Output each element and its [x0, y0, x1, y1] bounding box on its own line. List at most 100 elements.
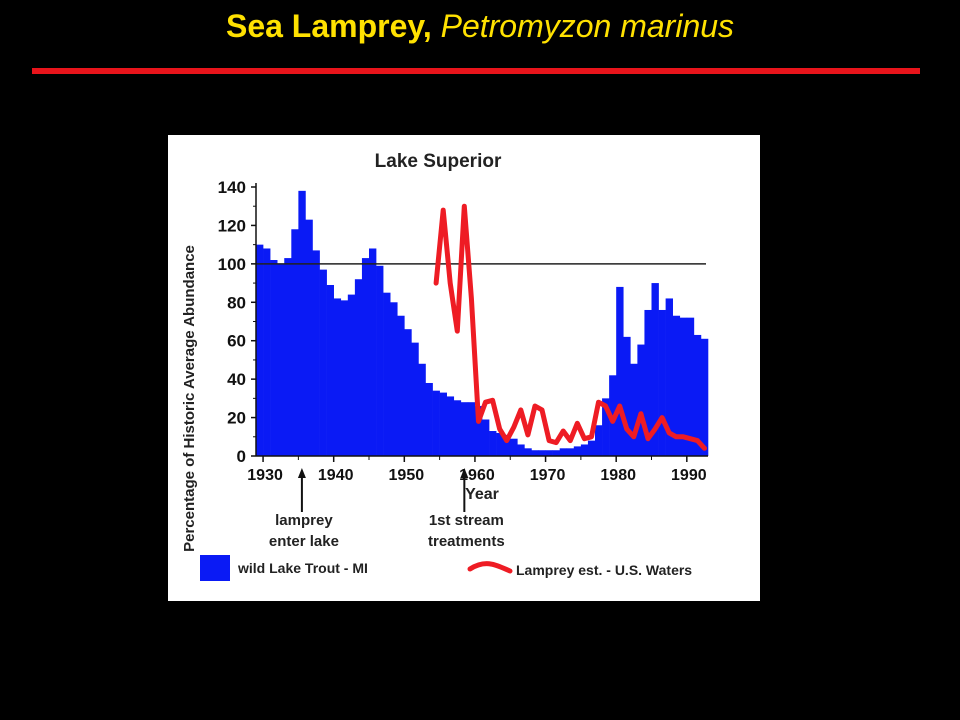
trout-bar [602, 398, 610, 456]
trout-bar [263, 248, 271, 456]
trout-bar [623, 336, 631, 456]
y-tick-label: 120 [218, 216, 246, 235]
trout-bar [595, 425, 603, 456]
axes [251, 183, 708, 512]
y-tick-label: 40 [227, 370, 246, 389]
trout-bar [383, 292, 391, 456]
trout-bar [482, 419, 490, 456]
x-tick-label: 1950 [389, 467, 425, 484]
legend-label-lamprey: Lamprey est. - U.S. Waters [516, 562, 692, 578]
chart-title: Lake Superior [375, 151, 502, 172]
legend-label-trout: wild Lake Trout - MI [237, 560, 368, 576]
chart-figure: 0 20 40 60 80 100 120 140 1930 1940 1950 1960 1970 19… [168, 135, 760, 601]
legend-swatch-lamprey [467, 561, 513, 574]
trout-bar [700, 338, 709, 456]
annotation-label: lamprey [275, 512, 333, 529]
trout-bar [411, 342, 419, 456]
trout-bars [200, 190, 709, 581]
trout-bar [390, 302, 398, 456]
trout-bar [545, 450, 553, 456]
trout-bar [510, 438, 518, 456]
annotation-arrow-head [297, 468, 306, 478]
trout-bar [453, 400, 462, 456]
trout-bar [439, 392, 447, 456]
trout-bar [489, 431, 497, 456]
title-underline [32, 68, 920, 74]
trout-bar [637, 344, 645, 456]
y-tick-label: 60 [227, 332, 246, 351]
x-tick-label: 1960 [459, 467, 495, 484]
trout-bar [404, 329, 412, 456]
trout-bar [326, 284, 334, 456]
trout-bar [693, 334, 702, 456]
trout-bar [256, 244, 264, 456]
trout-bar [369, 248, 377, 456]
y-tick-label: 80 [227, 293, 246, 312]
title-species-name: Petromyzon marinus [440, 8, 735, 44]
legend-swatch-trout [200, 555, 230, 581]
annotation-label: 1st stream [429, 512, 504, 529]
y-tick-label: 0 [237, 447, 246, 466]
lake-superior-chart: 0 20 40 60 80 100 120 140 1930 1940 1950 1960 1970 19… [181, 151, 709, 581]
trout-bar [616, 286, 624, 456]
trout-bar [347, 294, 356, 456]
trout-bar [503, 434, 511, 456]
trout-bar [474, 406, 483, 456]
trout-bar [340, 300, 349, 456]
trout-bar [270, 260, 278, 456]
trout-bar [460, 402, 469, 456]
trout-bar [679, 317, 688, 456]
lamprey-line-group [433, 203, 707, 574]
trout-bar [517, 444, 525, 456]
trout-bar [496, 432, 504, 456]
annotation-arrow-head [460, 468, 469, 478]
x-tick-label: 1990 [671, 467, 707, 484]
trout-bar [284, 258, 292, 456]
x-tick-label: 1930 [247, 467, 283, 484]
trout-bar [397, 315, 405, 456]
y-axis-label: Percentage of Historic Average Abundance [181, 245, 198, 552]
trout-bar [552, 450, 560, 456]
y-tick-label: 100 [218, 255, 246, 274]
trout-bar [672, 315, 681, 456]
chart-labels: 0 20 40 60 80 100 120 140 1930 1940 1950 1960 1970 19… [181, 151, 707, 578]
trout-bar [298, 190, 306, 456]
trout-bar [587, 440, 596, 456]
trout-bar [658, 309, 666, 456]
trout-bar [573, 446, 582, 456]
trout-bar [538, 450, 546, 456]
trout-bar [354, 279, 363, 456]
trout-bar [580, 444, 589, 456]
x-axis-label: Year [465, 486, 499, 503]
trout-bar [432, 390, 440, 456]
trout-bar [630, 363, 638, 456]
trout-bar [446, 396, 455, 456]
trout-bar [651, 283, 659, 456]
x-tick-label: 1970 [530, 467, 566, 484]
x-tick-label: 1940 [318, 467, 354, 484]
trout-bar [319, 269, 327, 456]
trout-bar [644, 309, 652, 456]
trout-bar [524, 448, 532, 456]
annotation-label: treatments [428, 533, 505, 550]
slide-title: Sea Lamprey, Petromyzon marinus [0, 8, 960, 45]
lamprey-line [433, 203, 707, 451]
trout-bar [531, 450, 539, 456]
trout-bar [291, 229, 299, 456]
trout-bar [559, 448, 568, 456]
trout-bar [467, 402, 476, 456]
annotation-label: enter lake [269, 533, 339, 550]
y-tick-label: 140 [218, 178, 246, 197]
trout-bar [305, 219, 313, 456]
trout-bar [312, 250, 320, 456]
trout-bar [665, 298, 673, 456]
x-tick-label: 1980 [600, 467, 636, 484]
trout-bar [425, 382, 433, 456]
trout-bar [686, 317, 695, 456]
trout-bar [566, 448, 575, 456]
trout-bar [361, 258, 370, 456]
trout-bar [333, 298, 342, 456]
trout-bar [418, 363, 426, 456]
trout-bar [277, 263, 285, 456]
trout-bar [376, 265, 384, 456]
